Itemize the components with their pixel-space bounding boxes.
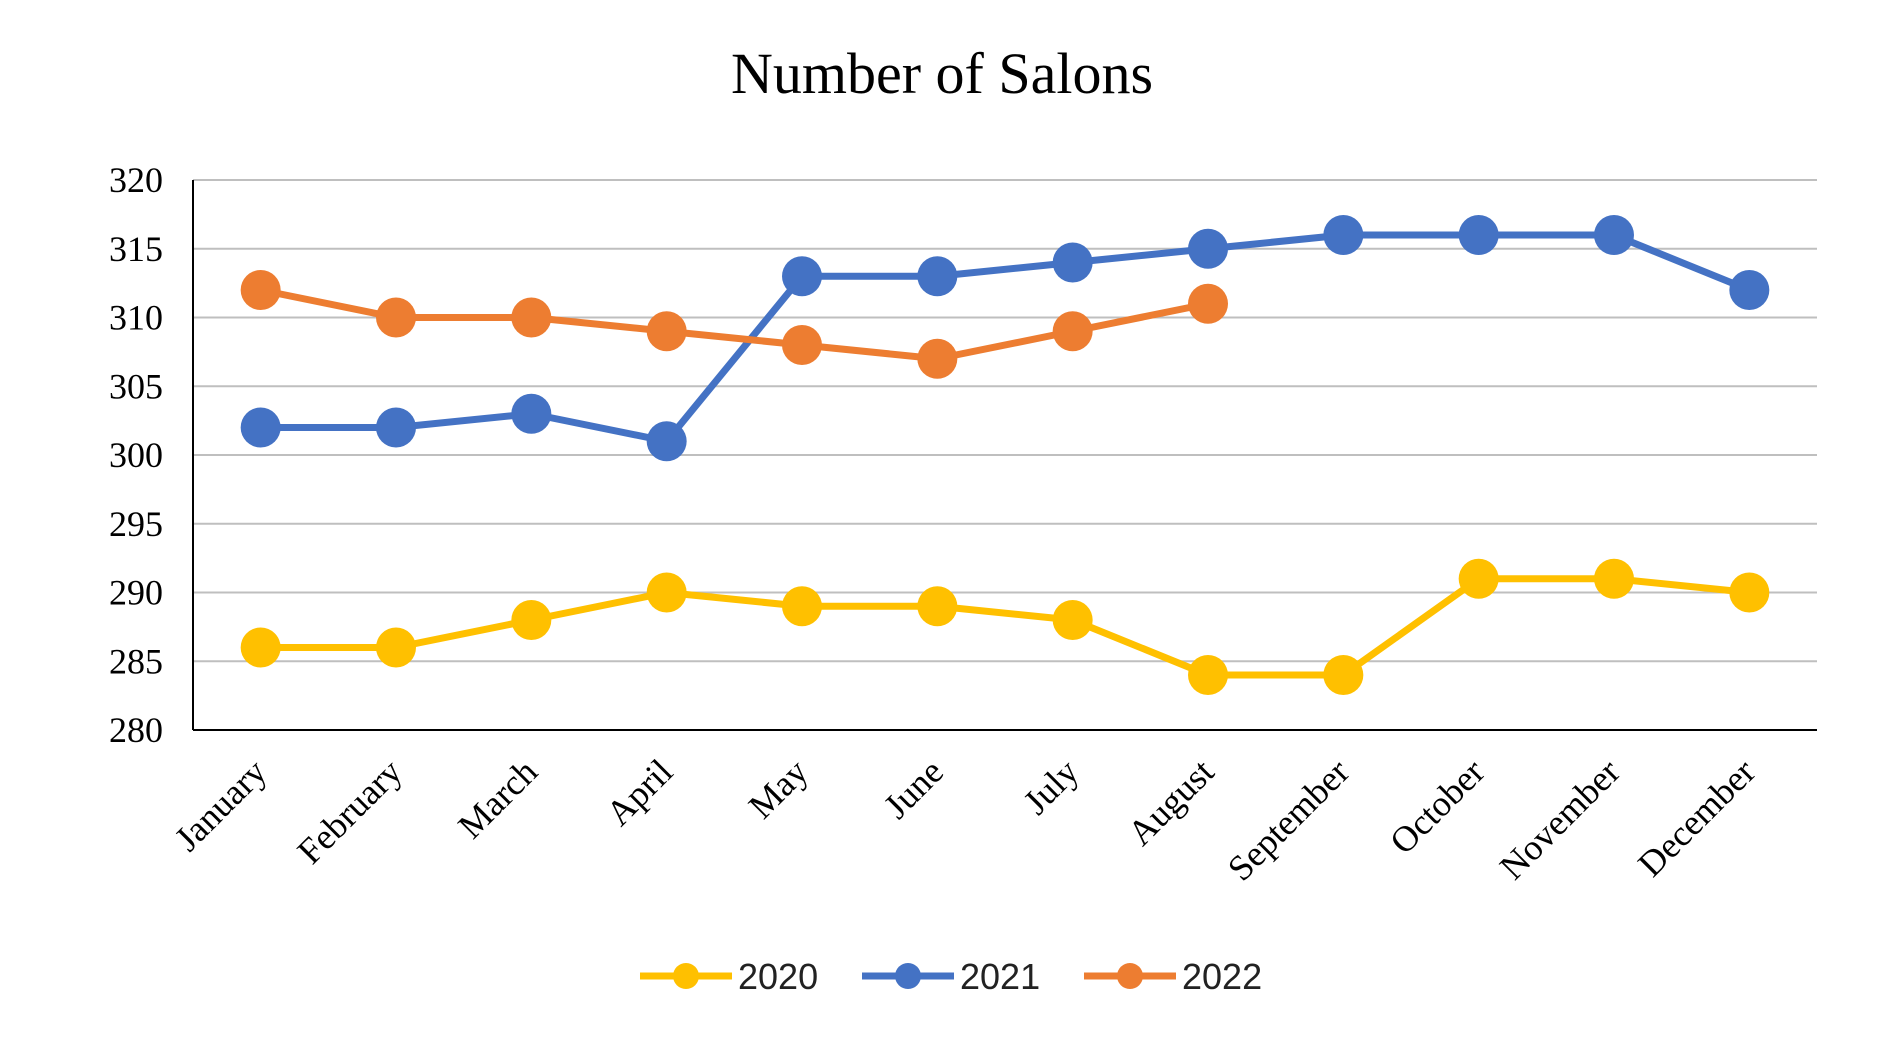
data-point [1188,228,1228,269]
y-axis-ticks: 320 315 310 305 300 295 290 285 280 [109,160,163,750]
series-2022 [240,270,1228,379]
data-point [376,627,416,668]
x-axis-ticks: January February March April May June July Augu… [167,751,1763,888]
x-tick-label: April [598,751,680,833]
data-point [917,256,958,297]
series-2021 [240,215,1770,462]
legend-label: 2022 [1182,956,1262,997]
series-line [259,286,1209,363]
series-lines [240,215,1770,695]
y-tick-label: 290 [109,573,163,613]
legend-label: 2021 [960,956,1040,997]
data-point [511,393,552,434]
y-tick-label: 295 [109,504,163,544]
data-point [1052,242,1093,283]
series-2020 [240,558,1770,695]
data-point [240,270,281,310]
legend-item: 2022 [1084,956,1262,997]
y-tick-label: 305 [109,366,163,406]
data-point [376,297,416,338]
legend-dot-marker [895,963,921,989]
data-point [1729,572,1770,613]
x-tick-label: March [450,751,545,846]
x-tick-label: February [289,751,409,871]
legend-label: 2020 [738,956,818,997]
data-point [376,407,416,448]
x-tick-label: May [741,751,816,826]
x-tick-label: September [1220,751,1357,888]
legend-dot-marker [673,963,699,989]
y-tick-label: 315 [109,229,163,269]
data-point [1052,600,1093,640]
data-point [1594,215,1634,255]
data-point [240,627,281,668]
data-point [1458,215,1499,255]
data-point [782,586,822,627]
legend-item: 2021 [862,956,1040,997]
data-point [646,311,687,352]
data-point [1188,283,1228,324]
legend-dot-marker [1117,963,1143,989]
data-point [646,572,687,613]
axes [192,180,1817,731]
x-tick-label: January [167,751,274,858]
x-tick-label: August [1120,751,1222,853]
y-tick-label: 285 [109,641,163,681]
y-tick-label: 310 [109,298,163,338]
x-tick-label: November [1492,751,1628,887]
data-point [511,297,552,338]
data-point [782,256,822,297]
data-point [782,325,822,365]
y-tick-label: 300 [109,435,163,475]
data-point [917,338,958,379]
y-tick-label: 320 [109,160,163,200]
data-point [1052,311,1093,352]
data-point [1458,558,1499,599]
data-point [917,586,958,627]
data-point [1594,558,1634,599]
chart-title: Number of Salons [731,41,1153,106]
x-tick-label: December [1630,751,1763,884]
data-point [240,407,281,448]
series-line [260,231,1751,445]
x-tick-label: June [876,751,951,826]
data-point [1323,215,1364,255]
legend: 2020 2021 2022 [640,956,1262,997]
x-tick-label: October [1382,751,1492,861]
legend-item: 2020 [640,956,818,997]
data-point [1729,270,1770,310]
data-point [511,600,552,640]
data-point [1188,655,1228,695]
series-line [260,575,1750,679]
data-point [1323,655,1364,695]
data-point [646,421,687,462]
y-tick-label: 280 [109,710,163,750]
x-tick-label: July [1016,751,1087,822]
